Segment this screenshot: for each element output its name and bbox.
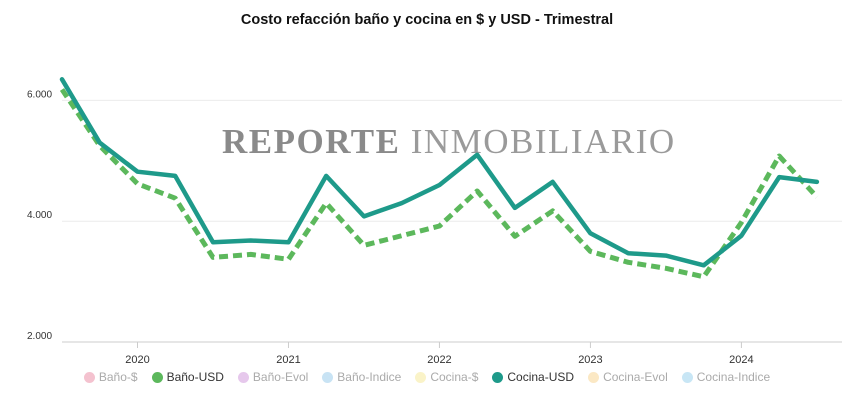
chart-title: Costo refacción baño y cocina en $ y USD…: [240, 12, 614, 28]
x-tick-label: 2021: [276, 354, 300, 366]
legend-marker-icon: [492, 371, 504, 383]
legend-item[interactable]: Baño-Evol: [237, 370, 309, 384]
x-tick-label: 2020: [125, 354, 149, 366]
x-tick-label: 2023: [578, 354, 602, 366]
legend-label: Cocina-Evol: [603, 370, 668, 384]
series-line-ba-o-usd[interactable]: [59, 88, 819, 280]
legend-marker-icon: [151, 371, 163, 383]
legend-item[interactable]: Baño-USD: [151, 370, 224, 384]
chart-legend: Baño-$ Baño-USD Baño-Evol Baño-Indice Cocina…: [0, 370, 854, 384]
legend-label: Baño-USD: [166, 370, 224, 384]
legend-label: Cocina-$: [430, 370, 479, 384]
legend-marker-icon: [237, 371, 249, 383]
y-tick-label: 6.000: [27, 89, 52, 100]
legend-item[interactable]: Baño-Indice: [322, 370, 401, 384]
legend-label: Baño-Evol: [252, 370, 309, 384]
legend-label: Baño-$: [98, 370, 138, 384]
legend-label: Baño-Indice: [337, 370, 402, 384]
legend-item[interactable]: Baño-$: [83, 370, 138, 384]
grid-lines: [62, 99, 842, 343]
axes: 2.000 4.000 6.000 2020 2021 2022 2023 2024: [27, 89, 842, 366]
y-tick-label: 4.000: [27, 210, 52, 221]
legend-label: Cocina-Indice: [696, 370, 771, 384]
y-tick-label: 2.000: [27, 331, 52, 342]
watermark-bold-text: REPORTE: [222, 122, 401, 161]
watermark-light-text: INMOBILIARIO: [410, 122, 676, 161]
watermark-logo: REPORTE INMOBILIARIO: [222, 122, 676, 162]
x-tick-label: 2022: [427, 354, 451, 366]
series-lines[interactable]: [59, 77, 820, 280]
legend-item[interactable]: Cocina-Indice: [681, 370, 771, 384]
legend-item[interactable]: Cocina-$: [415, 370, 478, 384]
legend-label: Cocina-USD: [507, 370, 575, 384]
legend-item[interactable]: Cocina-Evol: [588, 370, 668, 384]
series-line-cocina-usd[interactable]: [59, 77, 820, 268]
legend-marker-icon: [415, 371, 427, 383]
legend-marker-icon: [83, 371, 95, 383]
legend-marker-icon: [322, 371, 334, 383]
legend-marker-icon: [588, 371, 600, 383]
x-tick-label: 2024: [729, 354, 753, 366]
legend-item[interactable]: Cocina-USD: [492, 370, 574, 384]
legend-marker-icon: [681, 371, 693, 383]
